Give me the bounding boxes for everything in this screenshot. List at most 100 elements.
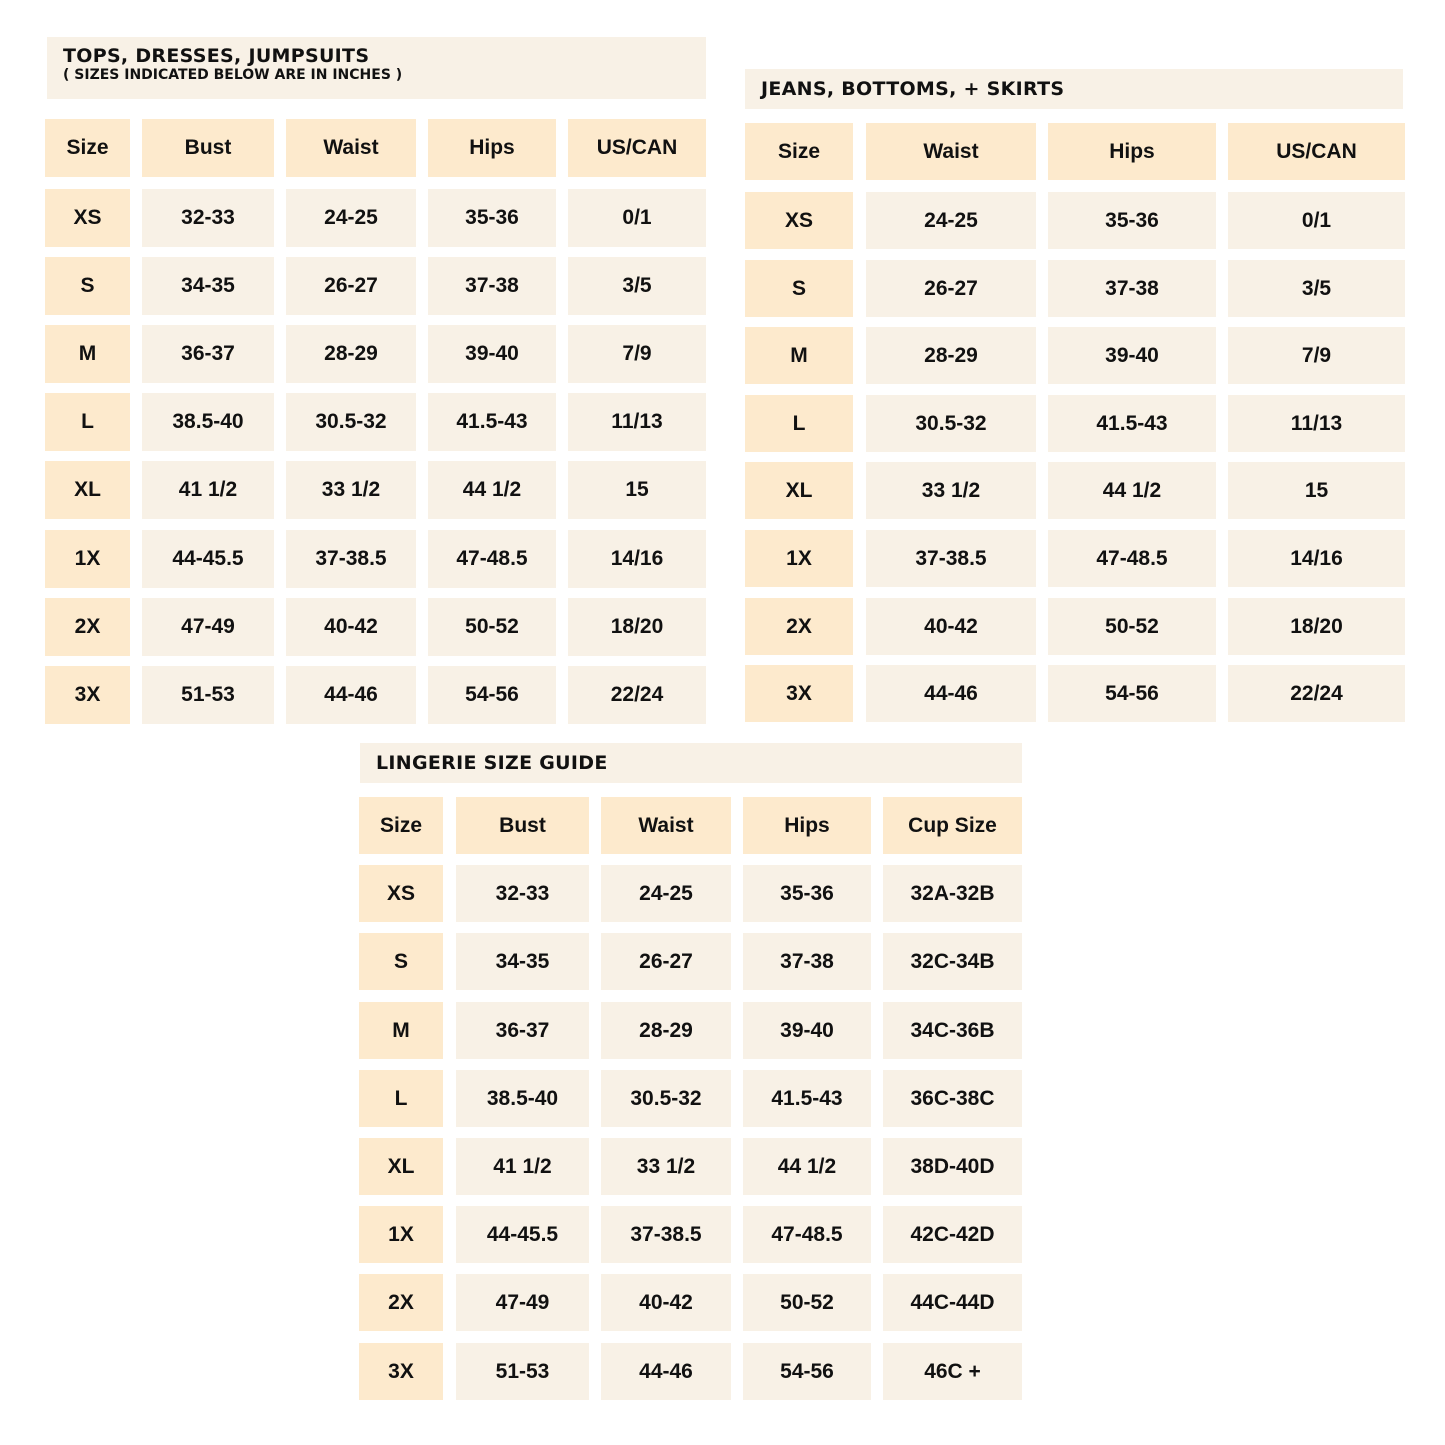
lingerie-value-cell: 32-33 — [456, 865, 589, 922]
tops-value-cell: 44 1/2 — [428, 461, 556, 519]
tops-value-cell: 26-27 — [286, 257, 416, 315]
jeans-value-cell: 0/1 — [1228, 192, 1405, 249]
tops-value-cell: 39-40 — [428, 325, 556, 383]
jeans-value-cell: 28-29 — [866, 327, 1036, 384]
jeans-title-box: JEANS, BOTTOMS, + SKIRTS — [745, 69, 1403, 109]
tops-value-cell: 22/24 — [568, 666, 706, 724]
tops-header-cell: Waist — [286, 119, 416, 177]
jeans-value-cell: 22/24 — [1228, 665, 1405, 722]
lingerie-value-cell: 41.5-43 — [743, 1070, 871, 1127]
jeans-value-cell: 39-40 — [1048, 327, 1216, 384]
lingerie-header-cell: Bust — [456, 797, 589, 854]
tops-size-cell: L — [45, 393, 130, 451]
jeans-size-cell: L — [745, 395, 853, 452]
lingerie-header-cell: Hips — [743, 797, 871, 854]
tops-size-cell: S — [45, 257, 130, 315]
tops-value-cell: 11/13 — [568, 393, 706, 451]
jeans-value-cell: 37-38.5 — [866, 530, 1036, 587]
lingerie-value-cell: 32C-34B — [883, 933, 1022, 990]
lingerie-value-cell: 46C + — [883, 1343, 1022, 1400]
lingerie-size-cell: 1X — [359, 1206, 443, 1263]
jeans-value-cell: 7/9 — [1228, 327, 1405, 384]
tops-value-cell: 36-37 — [142, 325, 274, 383]
tops-value-cell: 34-35 — [142, 257, 274, 315]
tops-subtitle: ( SIZES INDICATED BELOW ARE IN INCHES ) — [63, 67, 403, 83]
tops-size-cell: 1X — [45, 530, 130, 588]
lingerie-value-cell: 44 1/2 — [743, 1138, 871, 1195]
tops-value-cell: 37-38 — [428, 257, 556, 315]
jeans-value-cell: 35-36 — [1048, 192, 1216, 249]
jeans-value-cell: 18/20 — [1228, 598, 1405, 655]
jeans-size-cell: 2X — [745, 598, 853, 655]
lingerie-size-cell: L — [359, 1070, 443, 1127]
tops-value-cell: 47-49 — [142, 598, 274, 656]
jeans-value-cell: 54-56 — [1048, 665, 1216, 722]
lingerie-header-cell: Cup Size — [883, 797, 1022, 854]
lingerie-size-cell: XS — [359, 865, 443, 922]
lingerie-value-cell: 44C-44D — [883, 1274, 1022, 1331]
tops-value-cell: 51-53 — [142, 666, 274, 724]
lingerie-header-cell: Size — [359, 797, 443, 854]
tops-title: TOPS, DRESSES, JUMPSUITS — [63, 45, 370, 67]
tops-value-cell: 40-42 — [286, 598, 416, 656]
lingerie-value-cell: 33 1/2 — [601, 1138, 731, 1195]
jeans-size-cell: XS — [745, 192, 853, 249]
lingerie-value-cell: 34C-36B — [883, 1002, 1022, 1059]
jeans-size-cell: XL — [745, 462, 853, 519]
jeans-header-cell: Size — [745, 123, 853, 180]
jeans-size-cell: 3X — [745, 665, 853, 722]
tops-value-cell: 33 1/2 — [286, 461, 416, 519]
tops-value-cell: 3/5 — [568, 257, 706, 315]
lingerie-value-cell: 38D-40D — [883, 1138, 1022, 1195]
tops-value-cell: 44-46 — [286, 666, 416, 724]
tops-value-cell: 44-45.5 — [142, 530, 274, 588]
jeans-header-cell: Hips — [1048, 123, 1216, 180]
lingerie-title-box: LINGERIE SIZE GUIDE — [360, 743, 1022, 783]
jeans-header-cell: Waist — [866, 123, 1036, 180]
lingerie-value-cell: 54-56 — [743, 1343, 871, 1400]
lingerie-size-cell: 3X — [359, 1343, 443, 1400]
lingerie-header-cell: Waist — [601, 797, 731, 854]
lingerie-size-cell: M — [359, 1002, 443, 1059]
tops-value-cell: 32-33 — [142, 189, 274, 247]
lingerie-value-cell: 30.5-32 — [601, 1070, 731, 1127]
lingerie-value-cell: 34-35 — [456, 933, 589, 990]
tops-size-cell: 2X — [45, 598, 130, 656]
tops-value-cell: 14/16 — [568, 530, 706, 588]
jeans-value-cell: 15 — [1228, 462, 1405, 519]
tops-title-box: TOPS, DRESSES, JUMPSUITS ( SIZES INDICAT… — [47, 37, 706, 99]
tops-size-cell: XL — [45, 461, 130, 519]
jeans-header-cell: US/CAN — [1228, 123, 1405, 180]
tops-size-cell: XS — [45, 189, 130, 247]
lingerie-value-cell: 26-27 — [601, 933, 731, 990]
lingerie-value-cell: 24-25 — [601, 865, 731, 922]
tops-value-cell: 18/20 — [568, 598, 706, 656]
lingerie-value-cell: 37-38.5 — [601, 1206, 731, 1263]
lingerie-value-cell: 47-48.5 — [743, 1206, 871, 1263]
lingerie-value-cell: 41 1/2 — [456, 1138, 589, 1195]
tops-value-cell: 30.5-32 — [286, 393, 416, 451]
lingerie-value-cell: 44-45.5 — [456, 1206, 589, 1263]
jeans-value-cell: 11/13 — [1228, 395, 1405, 452]
lingerie-value-cell: 36-37 — [456, 1002, 589, 1059]
lingerie-value-cell: 47-49 — [456, 1274, 589, 1331]
jeans-size-cell: M — [745, 327, 853, 384]
jeans-size-cell: S — [745, 260, 853, 317]
jeans-value-cell: 37-38 — [1048, 260, 1216, 317]
tops-value-cell: 24-25 — [286, 189, 416, 247]
lingerie-value-cell: 38.5-40 — [456, 1070, 589, 1127]
tops-value-cell: 41 1/2 — [142, 461, 274, 519]
jeans-value-cell: 14/16 — [1228, 530, 1405, 587]
lingerie-value-cell: 35-36 — [743, 865, 871, 922]
tops-header-cell: Bust — [142, 119, 274, 177]
lingerie-value-cell: 39-40 — [743, 1002, 871, 1059]
jeans-size-cell: 1X — [745, 530, 853, 587]
tops-value-cell: 38.5-40 — [142, 393, 274, 451]
tops-header-cell: US/CAN — [568, 119, 706, 177]
jeans-value-cell: 30.5-32 — [866, 395, 1036, 452]
tops-size-cell: 3X — [45, 666, 130, 724]
lingerie-value-cell: 40-42 — [601, 1274, 731, 1331]
tops-size-cell: M — [45, 325, 130, 383]
jeans-value-cell: 44 1/2 — [1048, 462, 1216, 519]
lingerie-title: LINGERIE SIZE GUIDE — [376, 752, 608, 774]
